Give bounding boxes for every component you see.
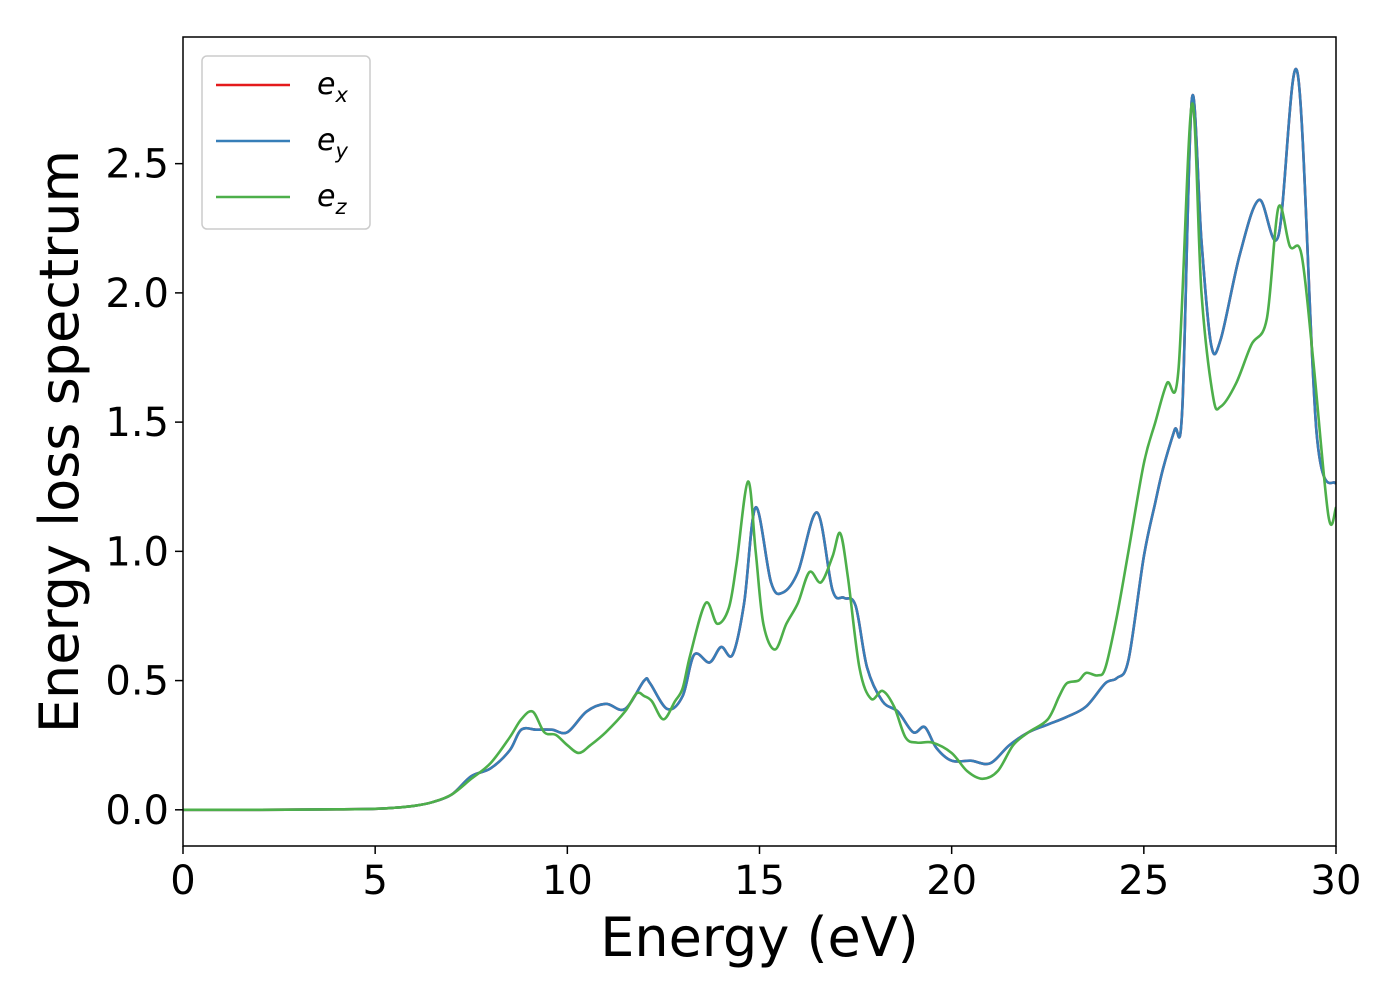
y-tick-label: 1.0 — [105, 529, 169, 575]
x-tick-label: 25 — [1118, 858, 1169, 904]
y-axis: 0.0 0.5 1.0 1.5 2.0 2.5 — [105, 142, 183, 834]
legend: ex ey ez — [201, 55, 371, 230]
x-axis: 0 5 10 15 20 25 30 — [170, 846, 1361, 904]
x-tick-label: 5 — [362, 858, 387, 904]
x-tick-label: 30 — [1311, 858, 1362, 904]
series-layer — [183, 68, 1336, 812]
y-tick-label: 2.0 — [105, 271, 169, 317]
x-tick-label: 20 — [926, 858, 977, 904]
x-tick-label: 0 — [170, 858, 195, 904]
y-axis-label: Energy loss spectrum — [28, 150, 91, 733]
legend-box — [201, 55, 371, 230]
legend-label-ex: ex — [317, 67, 348, 107]
series-line-ez — [183, 102, 1336, 812]
y-tick-label: 1.5 — [105, 400, 169, 446]
legend-label-ez: ez — [317, 179, 347, 219]
y-tick-label: 0.5 — [105, 659, 169, 705]
legend-label-ey: ey — [317, 123, 348, 163]
x-tick-label: 10 — [542, 858, 593, 904]
x-axis-label: Energy (eV) — [600, 906, 919, 969]
x-tick-label: 15 — [734, 858, 785, 904]
y-tick-label: 0.0 — [105, 788, 169, 834]
y-tick-label: 2.5 — [105, 142, 169, 188]
